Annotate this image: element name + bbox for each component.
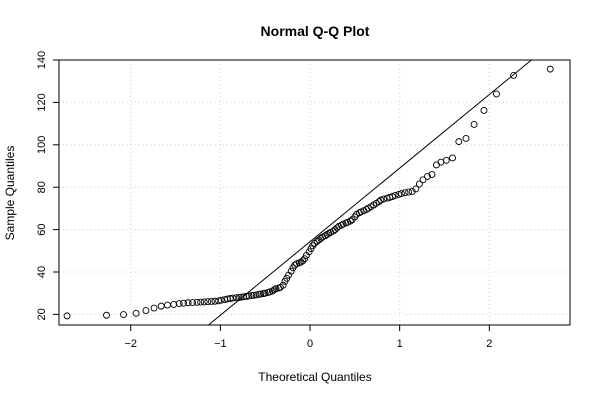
data-point [279, 281, 287, 289]
data-point [480, 107, 488, 114]
data-point [180, 299, 188, 307]
data-point [268, 287, 276, 295]
data-point [493, 90, 500, 98]
data-point [252, 291, 260, 299]
data-point [242, 292, 250, 300]
data-point [470, 120, 478, 128]
data-point [419, 176, 427, 184]
x-axis-label: Theoretical Quantiles [258, 370, 371, 384]
data-point [63, 312, 71, 320]
data-point [510, 72, 517, 79]
data-point [215, 297, 223, 305]
data-point [245, 292, 253, 300]
data-point [224, 295, 231, 303]
x-tick-label: 1 [397, 338, 403, 350]
y-tick-label: 100 [36, 136, 48, 154]
data-point [175, 300, 183, 308]
data-point [442, 156, 450, 164]
reference-line-layer [208, 59, 532, 326]
data-point [120, 311, 127, 319]
data-point [355, 209, 363, 217]
data-point [401, 189, 409, 197]
data-point [299, 257, 307, 265]
data-point [424, 172, 431, 180]
data-point [132, 309, 140, 317]
data-point [272, 285, 280, 293]
data-point [207, 298, 215, 305]
data-point [270, 286, 278, 294]
data-point [170, 300, 178, 308]
data-point [391, 192, 399, 199]
data-point [412, 185, 420, 193]
data-point [323, 231, 331, 238]
y-axis-label: Sample Quantiles [3, 146, 17, 241]
plot-frame [58, 59, 571, 326]
y-tick-label: 80 [36, 181, 48, 193]
data-point [184, 299, 192, 307]
y-tick-label: 20 [36, 308, 48, 320]
y-tick-label: 60 [36, 223, 48, 235]
data-point [287, 267, 295, 275]
data-point [250, 291, 257, 299]
data-point [380, 195, 387, 203]
data-point [346, 217, 354, 225]
data-point [398, 190, 405, 198]
data-point [200, 298, 208, 306]
data-point [321, 232, 329, 240]
data-point [233, 294, 240, 302]
y-tick-label: 140 [36, 51, 48, 69]
x-tick-label: −1 [214, 338, 227, 350]
x-tick-label: −2 [124, 338, 137, 350]
data-point [189, 299, 197, 306]
data-point [257, 290, 265, 298]
data-point [217, 296, 225, 304]
y-tick-label: 40 [36, 266, 48, 278]
data-point [142, 307, 150, 315]
y-tick-label: 120 [36, 93, 48, 111]
x-tick-label: 2 [486, 338, 492, 350]
qq-reference-line [208, 59, 532, 326]
data-point [455, 138, 463, 146]
x-tick-label: 0 [307, 338, 313, 350]
grid-layer [59, 59, 570, 325]
axis-layer: −2 −1 0 1 2 20 40 60 80 100 120 140 [36, 51, 492, 350]
data-points-layer [63, 65, 554, 320]
data-point [428, 171, 436, 178]
data-point [197, 298, 205, 306]
data-point [204, 298, 212, 306]
data-point [309, 242, 317, 250]
data-point [337, 221, 345, 229]
data-point [546, 65, 554, 73]
data-point [240, 293, 248, 301]
data-point [103, 311, 110, 319]
data-point [237, 293, 245, 301]
data-point [415, 180, 423, 188]
data-point [462, 134, 470, 142]
chart-title: Normal Q-Q Plot [261, 23, 370, 39]
data-point [221, 296, 229, 304]
data-point [193, 298, 201, 306]
data-point [150, 304, 158, 312]
data-point [261, 289, 269, 297]
data-point [405, 188, 413, 196]
data-point [449, 154, 457, 162]
